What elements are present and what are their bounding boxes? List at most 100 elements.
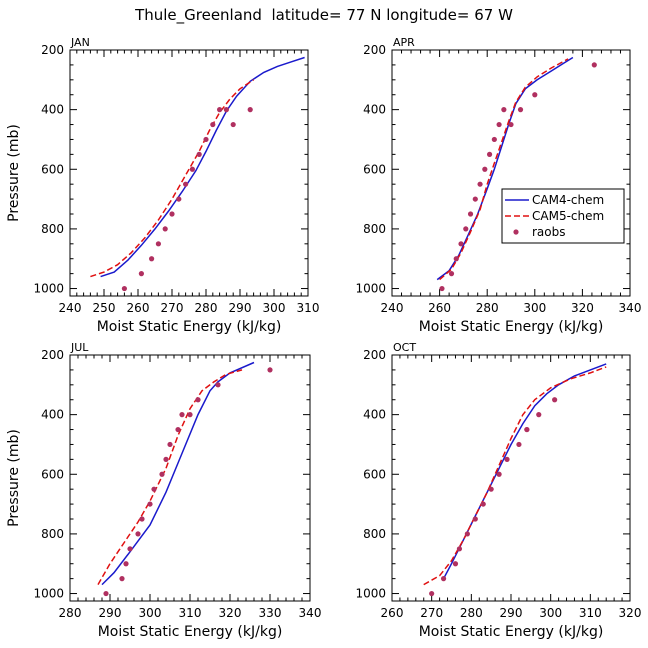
raobs-point [119, 576, 125, 582]
raobs-point [215, 382, 221, 388]
cam5-chem-line [97, 369, 243, 585]
raobs-point [167, 441, 173, 448]
y-tick-label: 800 [363, 222, 386, 236]
y-tick-label: 600 [41, 162, 64, 176]
cam4-chem-line [436, 56, 574, 281]
raobs-point [183, 181, 189, 187]
panel-label: JAN [70, 36, 90, 49]
raobs-point [472, 196, 478, 202]
x-tick-label: 270 [420, 606, 443, 620]
y-tick-label: 1000 [33, 587, 64, 601]
raobs-point [103, 590, 109, 597]
y-tick-label: 200 [363, 43, 386, 57]
y-tick-label: 600 [363, 162, 386, 176]
raobs-point [496, 121, 502, 128]
plot-frame [391, 354, 631, 602]
raobs-point [217, 107, 223, 113]
x-axis-label: Moist Static Energy (kJ/kg) [419, 624, 604, 640]
raobs-point [267, 367, 273, 373]
y-tick-label: 1000 [33, 282, 64, 296]
legend-entry-label: CAM5-chem [532, 209, 604, 223]
raobs-point [486, 151, 493, 157]
y-axis-label: Pressure (mb) [6, 429, 22, 527]
raobs-point [162, 226, 168, 232]
panel-label: APR [393, 36, 415, 49]
x-tick-label: 280 [195, 301, 218, 315]
panel-label: JUL [70, 341, 89, 354]
x-tick-label: 240 [59, 301, 82, 315]
y-axis-label: Pressure (mb) [6, 124, 22, 222]
raobs-point [187, 412, 193, 418]
raobs-point [127, 546, 133, 552]
panel-apr: 240 260 280 300 320 340 200 400 600 800 1000 APR Moi… [355, 36, 641, 335]
raobs-point [448, 271, 455, 277]
x-tick-label: 270 [161, 301, 184, 315]
x-tick-label: 320 [619, 606, 642, 620]
raobs-point [196, 151, 202, 157]
x-tick-label: 290 [99, 606, 122, 620]
x-axis-label: Moist Static Energy (kJ/kg) [98, 624, 283, 640]
x-tick-label: 340 [299, 606, 322, 620]
raobs-point [439, 285, 445, 292]
raobs-point [477, 181, 483, 187]
raobs-point [491, 136, 497, 143]
raobs-point [163, 456, 169, 462]
raobs-point [501, 107, 507, 113]
raobs-point [169, 211, 175, 217]
y-tick-label: 800 [41, 222, 64, 236]
x-tick-label: 300 [539, 606, 562, 620]
x-tick-label: 300 [523, 301, 546, 315]
raobs-point [464, 531, 470, 537]
raobs-point [155, 241, 161, 247]
raobs-point [139, 516, 145, 522]
x-tick-label: 300 [139, 606, 162, 620]
x-tick-label: 250 [93, 301, 116, 315]
y-tick-label: 1000 [355, 282, 386, 296]
y-tick-label: 400 [41, 408, 64, 422]
raobs-point [147, 501, 153, 507]
raobs-point [189, 166, 195, 172]
raobs-point [456, 546, 463, 552]
raobs-point [552, 397, 558, 403]
cam4-chem-line [101, 361, 255, 586]
raobs-point [482, 166, 488, 172]
y-tick-label: 200 [363, 348, 386, 362]
panel-jan: 240 250 260 270 280 290 300 310 200 400 600 800 1000… [6, 36, 319, 335]
raobs-point [496, 471, 502, 477]
y-tick-label: 600 [41, 467, 64, 481]
cam4-chem-line [442, 363, 607, 579]
x-tick-label: 280 [460, 606, 483, 620]
panel-oct: 260 270 280 290 300 310 320 200 400 600 800 1000 OCT… [355, 341, 641, 640]
x-tick-label: 290 [229, 301, 252, 315]
x-tick-label: 320 [219, 606, 242, 620]
raobs-point [121, 285, 127, 292]
cam4-chem-line [100, 56, 305, 278]
raobs-point [138, 271, 144, 277]
x-tick-label: 300 [263, 301, 286, 315]
raobs-point [149, 256, 155, 262]
y-tick-label: 800 [41, 527, 64, 541]
y-tick-label: 200 [41, 348, 64, 362]
raobs-point [472, 516, 478, 522]
y-tick-label: 400 [41, 103, 64, 117]
cam5-chem-line [90, 79, 255, 278]
x-tick-label: 320 [571, 301, 594, 315]
x-tick-label: 240 [381, 301, 404, 315]
raobs-point [175, 426, 181, 433]
x-tick-label: 260 [428, 301, 451, 315]
raobs-point [532, 92, 538, 98]
y-tick-label: 200 [41, 43, 64, 57]
x-tick-label: 310 [579, 606, 602, 620]
raobs-point [467, 211, 474, 217]
plot-frame [69, 49, 309, 297]
raobs-point [517, 107, 524, 113]
cam5-chem-line [423, 366, 607, 586]
x-tick-label: 280 [476, 301, 499, 315]
cam5-chem-line [439, 58, 569, 281]
raobs-point [591, 62, 597, 68]
raobs-point [195, 397, 201, 403]
raobs-point [159, 471, 165, 477]
raobs-point [223, 107, 229, 113]
x-axis-label: Moist Static Energy (kJ/kg) [97, 319, 282, 335]
raobs-point [179, 412, 185, 418]
